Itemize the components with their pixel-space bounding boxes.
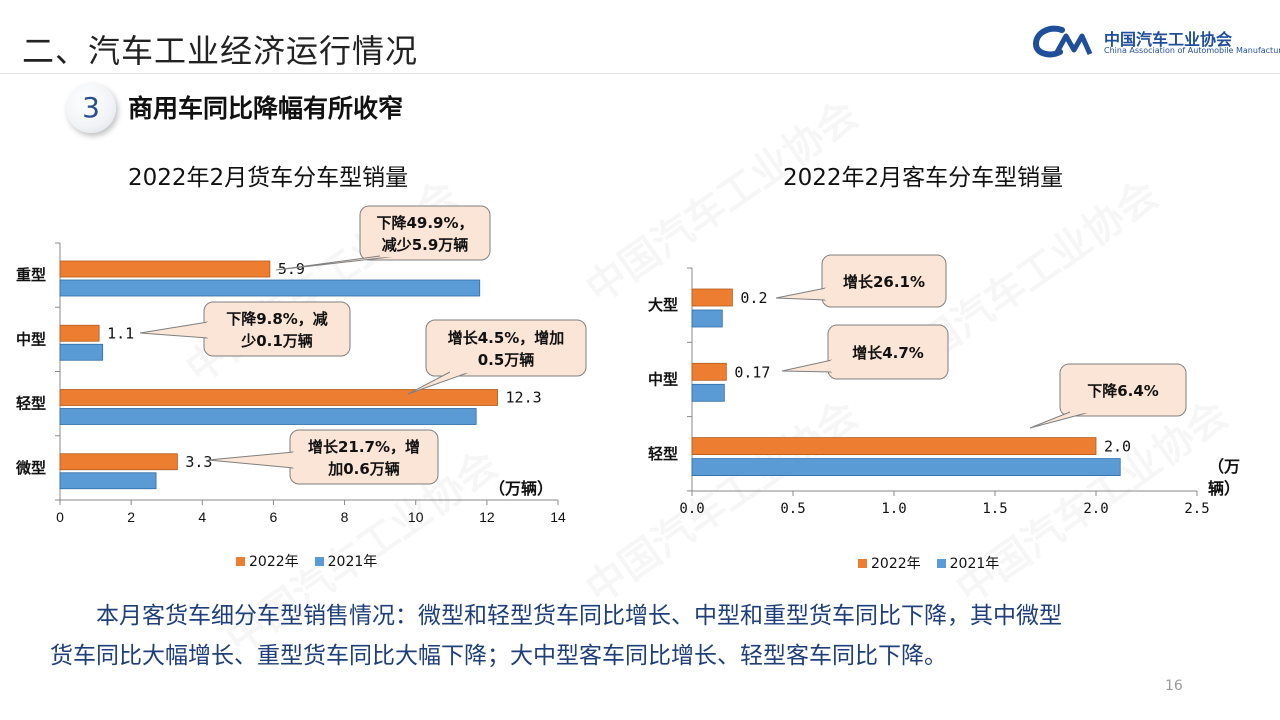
- summary-paragraph: 本月客货车细分车型销售情况：微型和轻型货车同比增长、中型和重型货车同比下降，其中…: [50, 596, 1230, 676]
- bar-2021: [691, 458, 1121, 477]
- callout-text: 减少5.9万辆: [382, 236, 469, 254]
- x-tick-label: 0.5: [780, 501, 805, 517]
- axis-unit-label: 辆）: [1208, 479, 1240, 498]
- category-label: 轻型: [648, 445, 678, 463]
- category-label: 大型: [648, 296, 678, 314]
- bar-2022: [59, 453, 178, 471]
- bar-2022: [59, 389, 498, 406]
- caam-logo: 中国汽车工业协会 China Association of Automobile…: [1032, 24, 1280, 64]
- bar-2021: [691, 383, 725, 402]
- data-label: 1.1: [107, 324, 134, 342]
- bar-2021: [59, 472, 157, 490]
- data-label: 0.2: [740, 289, 767, 307]
- callout-text: 少0.1万辆: [240, 332, 313, 350]
- callout-text: 0.5万辆: [478, 351, 535, 369]
- section-number-badge: 3: [66, 83, 116, 133]
- bus-chart-title: 2022年2月客车分车型销量: [783, 165, 1064, 191]
- callout-box: [425, 319, 587, 377]
- callout-text: 增长4.5%，增加: [448, 329, 565, 347]
- legend-item-2021: 2021年: [314, 551, 378, 571]
- callout-text: 增长21.7%，增: [308, 438, 420, 456]
- legend-swatch-2022: [236, 556, 245, 566]
- x-tick-label: 14: [550, 509, 566, 525]
- callout-pointer: [775, 287, 827, 301]
- legend-swatch-2021: [936, 558, 946, 568]
- x-tick-label: 6: [270, 509, 278, 525]
- legend-item-2022: 2022年: [236, 551, 299, 571]
- legend-swatch-2021: [314, 556, 324, 566]
- legend-label-2021: 2021年: [327, 554, 378, 570]
- bus-chart-legend: 2022年 2021年: [858, 553, 1009, 573]
- callout-text: 下降6.4%: [1087, 382, 1159, 400]
- x-tick-label: 1.5: [982, 501, 1007, 517]
- callout-text: 下降49.9%，: [376, 214, 473, 232]
- bar-2021: [59, 408, 477, 425]
- summary-line-1: 本月客货车细分车型销售情况：微型和轻型货车同比增长、中型和重型货车同比下降，其中…: [96, 603, 1062, 629]
- bus-sales-chart: 0.0 0.5 1.0 1.5 2.0 2.5 大型 0.2 增长26.1% 中型 0.17 增长4.…: [648, 254, 1240, 517]
- callout-box: [827, 324, 949, 380]
- slide-subtitle: 商用车同比降幅有所收窄: [128, 94, 404, 123]
- axis-unit-label: （万: [1208, 457, 1240, 476]
- data-label: 0.17: [734, 363, 770, 381]
- callout-pointer: [207, 451, 295, 469]
- x-tick-label: 0.0: [679, 501, 704, 517]
- bar-2022: [59, 260, 271, 278]
- callout-box: [359, 205, 491, 261]
- callout-box: [821, 254, 947, 308]
- callout-pointer: [781, 359, 833, 373]
- summary-line-2: 货车同比大幅增长、重型货车同比大幅下降；大中型客车同比增长、轻型客车同比下降。: [50, 643, 947, 669]
- logo-name: 中国汽车工业协会: [1104, 30, 1233, 49]
- bar-2021: [691, 309, 723, 328]
- x-tick-label: 12: [479, 509, 495, 525]
- data-label: 2.0: [1104, 438, 1131, 456]
- category-label: 中型: [648, 370, 678, 388]
- x-tick-label: 2.5: [1184, 501, 1209, 517]
- legend-label-2021: 2021年: [949, 556, 1000, 572]
- data-label: 12.3: [506, 389, 542, 407]
- x-tick-label: 2.0: [1083, 501, 1108, 517]
- axis-unit-label: （万辆）: [489, 479, 553, 498]
- callout-pointer: [139, 321, 209, 339]
- callout-text: 增长26.1%: [843, 273, 925, 291]
- data-label: 3.3: [185, 453, 212, 471]
- data-label: 5.9: [278, 260, 305, 278]
- page-number: 16: [1165, 678, 1183, 694]
- x-tick-label: 2: [127, 509, 135, 525]
- bar-2022: [691, 437, 1097, 456]
- callout-text: 加0.6万辆: [327, 460, 400, 478]
- truck-chart-title: 2022年2月货车分车型销量: [128, 165, 409, 191]
- legend-label-2022: 2022年: [249, 554, 299, 570]
- callout-pointer: [275, 255, 399, 271]
- bar-2022: [691, 362, 727, 381]
- callout-pointer: [407, 371, 471, 395]
- category-label: 中型: [16, 330, 46, 348]
- callout-text: 下降9.8%，减: [226, 310, 328, 328]
- x-tick-label: 8: [341, 509, 349, 525]
- category-label: 重型: [16, 266, 46, 284]
- callout-pointer: [1029, 411, 1091, 429]
- legend-item-2021: 2021年: [936, 553, 1000, 573]
- truck-chart-legend: 2022年 2021年: [236, 551, 387, 571]
- legend-swatch-2022: [858, 558, 867, 568]
- bar-2022: [691, 288, 733, 307]
- x-tick-label: 10: [408, 509, 424, 525]
- bar-2022: [59, 324, 100, 342]
- x-tick-label: 1.0: [881, 501, 906, 517]
- legend-label-2022: 2022年: [871, 556, 921, 572]
- bar-2021: [59, 343, 104, 361]
- x-tick-label: 0: [56, 509, 64, 525]
- logo-english-name: China Association of Automobile Manufact…: [1104, 46, 1280, 55]
- category-label: 轻型: [16, 395, 46, 413]
- callout-box: [1059, 363, 1187, 417]
- caam-logo-mark: [1032, 25, 1093, 58]
- bar-2021: [59, 279, 481, 297]
- callout-text: 增长4.7%: [852, 344, 924, 362]
- header-divider: [0, 73, 1280, 74]
- legend-item-2022: 2022年: [858, 553, 921, 573]
- section-title: 二、汽车工业经济运行情况: [22, 32, 419, 70]
- x-tick-label: 4: [198, 509, 206, 525]
- category-label: 微型: [15, 459, 46, 477]
